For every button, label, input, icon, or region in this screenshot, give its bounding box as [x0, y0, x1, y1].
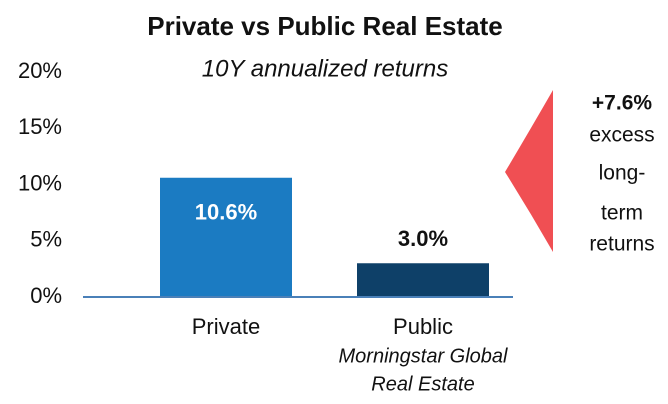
- callout-text: term: [601, 202, 643, 225]
- data-label: 10.6%: [195, 200, 257, 225]
- y-tick-label: 5%: [30, 227, 62, 252]
- y-tick-label: 10%: [18, 170, 62, 195]
- x-tick-sublabel: Morningstar Global: [339, 345, 509, 367]
- x-tick-label: Public: [393, 314, 453, 339]
- x-tick-sublabel: Real Estate: [371, 373, 474, 395]
- y-tick-label: 0%: [30, 283, 62, 308]
- chart-title: Private vs Public Real Estate: [147, 11, 503, 41]
- callout-text: long-: [599, 162, 646, 185]
- y-tick-label: 20%: [18, 58, 62, 83]
- data-label: 3.0%: [398, 226, 448, 251]
- chart-subtitle: 10Y annualized returns: [202, 55, 448, 82]
- callout-text: returns: [589, 233, 654, 256]
- bar: [357, 263, 489, 297]
- callout-text: excess: [589, 124, 654, 147]
- x-tick-label: Private: [192, 314, 260, 339]
- callout-arrow: [505, 90, 553, 252]
- callout-text: +7.6%: [592, 92, 652, 115]
- y-tick-label: 15%: [18, 114, 62, 139]
- bar: [160, 177, 292, 297]
